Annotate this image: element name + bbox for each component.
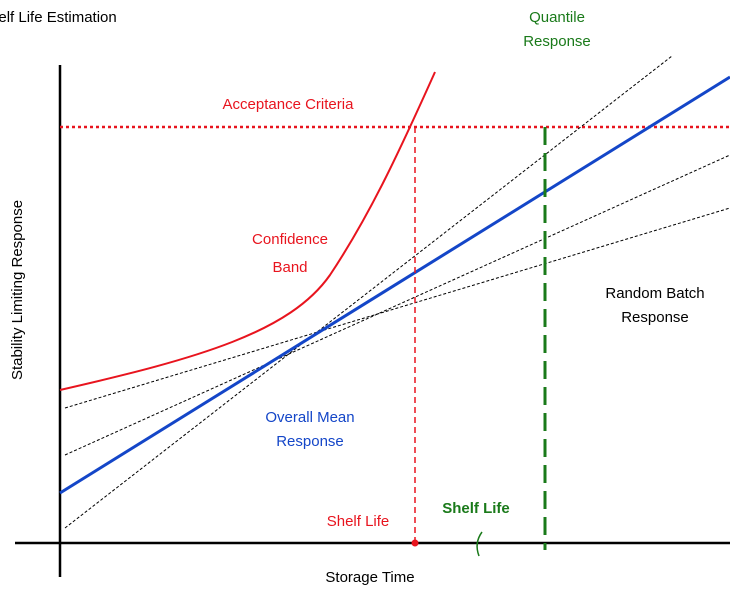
mean-line [59,75,730,495]
batch-line [64,55,673,529]
confidence-label: Confidence [252,231,328,248]
quantile-shelf-life-label: Shelf Life [442,500,510,517]
batch-line [64,154,730,456]
confidence-label: Band [272,259,307,276]
batch-line [64,207,730,409]
y-axis-label: Stability Limiting Response [9,200,26,380]
quantile-label: Quantile [529,9,585,26]
acceptance-label: Acceptance Criteria [223,96,355,113]
shelf-life-point [411,539,419,547]
mean-label: Overall Mean [265,409,354,426]
interval-bracket [476,531,483,557]
confidence-band [59,71,436,391]
mean-label: Response [276,433,344,450]
quantile-label: Response [523,33,591,50]
title: Shelf Life Estimation [0,9,117,26]
random-batch-label: Random Batch [605,285,704,302]
x-axis-label: Storage Time [325,569,414,586]
random-batch-label: Response [621,309,689,326]
shelf-life-label: Shelf Life [327,513,390,530]
batch-lines [64,55,730,529]
